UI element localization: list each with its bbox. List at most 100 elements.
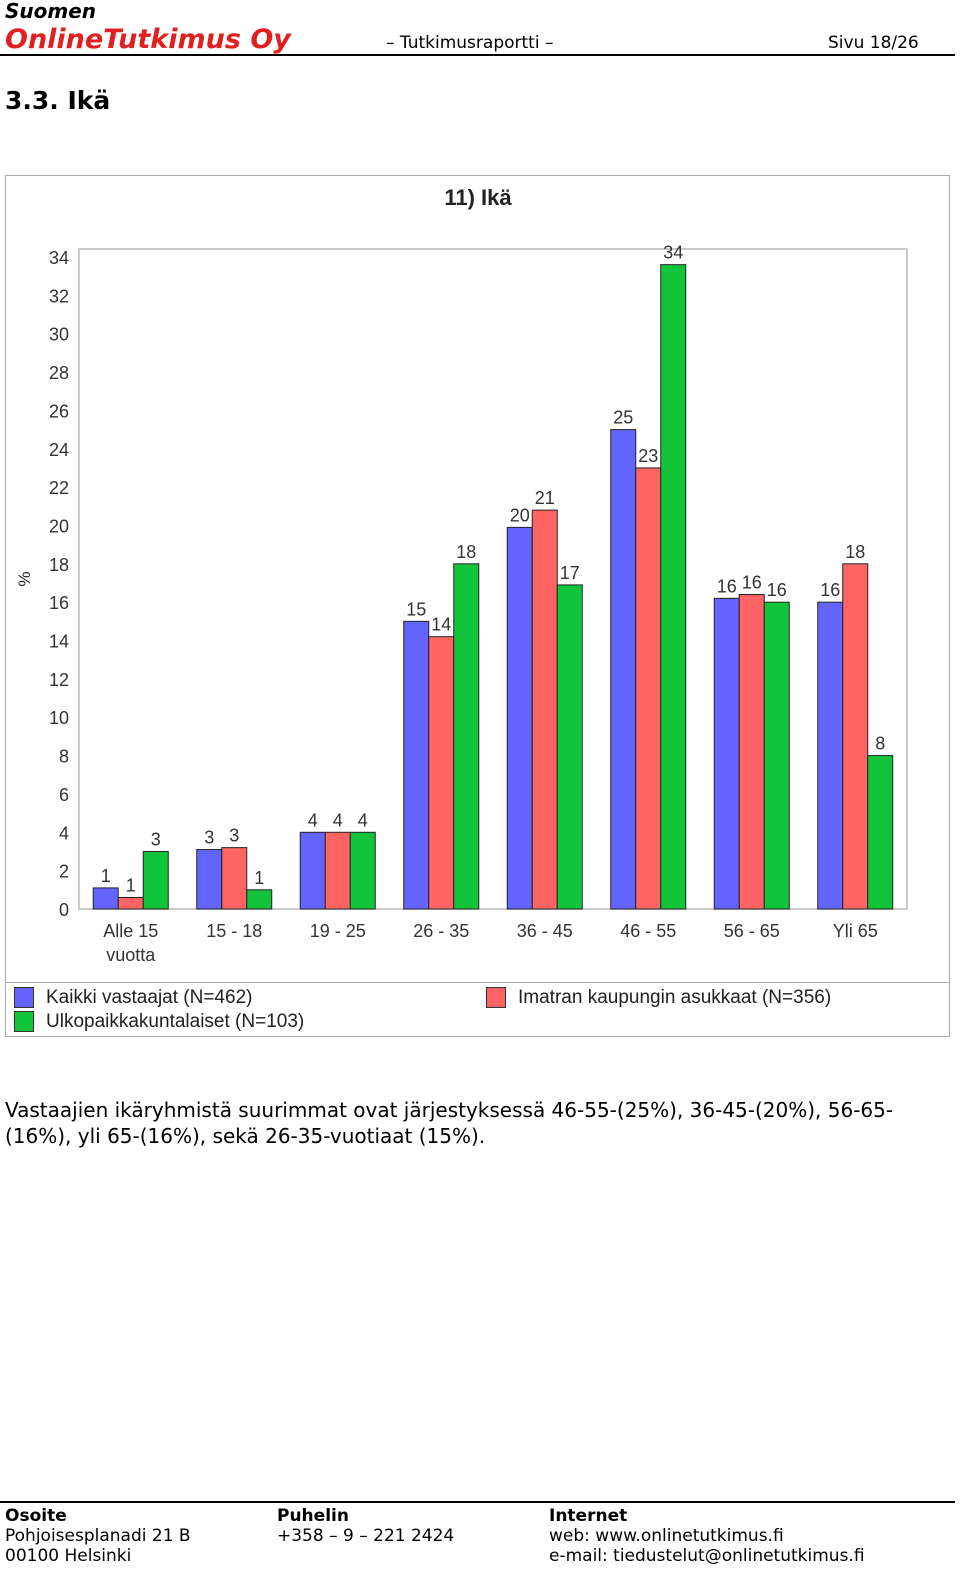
- bar: [403, 620, 430, 910]
- x-tick-label: 15 - 18: [206, 921, 262, 941]
- legend-label-series-2: Imatran kaupungin asukkaat (N=356): [518, 987, 832, 1008]
- bar: [349, 831, 376, 910]
- y-tick-label: 2: [59, 862, 69, 882]
- y-tick-label: 8: [59, 747, 69, 767]
- bar: [610, 429, 637, 910]
- y-tick-label: 6: [59, 785, 69, 805]
- bar-value-label: 4: [333, 810, 343, 830]
- bar: [817, 601, 844, 910]
- bar-value-label: 16: [820, 580, 840, 600]
- bar: [556, 584, 583, 910]
- bar-value-label: 1: [101, 866, 111, 886]
- y-tick-label: 28: [49, 363, 69, 383]
- header-rule: [0, 54, 955, 56]
- x-tick-label: 36 - 45: [517, 921, 573, 941]
- y-tick-label: 16: [49, 593, 69, 613]
- legend-swatch-series-2: [486, 987, 506, 1008]
- y-axis-label: %: [15, 571, 34, 586]
- footer-address-line2: 00100 Helsinki: [5, 1546, 132, 1566]
- y-tick-label: 22: [49, 478, 69, 498]
- report-label: – Tutkimusraportti –: [386, 33, 554, 53]
- bar: [324, 831, 351, 910]
- bar-value-label: 4: [308, 810, 318, 830]
- footer-internet-heading: Internet: [549, 1506, 628, 1526]
- y-tick-label: 26: [49, 401, 69, 421]
- y-tick-label: 34: [49, 248, 69, 268]
- bar-value-label: 1: [126, 875, 136, 895]
- body-paragraph: Vastaajien ikäryhmistä suurimmat ovat jä…: [5, 1098, 894, 1148]
- y-tick-label: 4: [59, 823, 69, 843]
- bar-value-label: 14: [431, 615, 451, 635]
- bar: [660, 264, 687, 910]
- bar-value-label: 16: [767, 580, 787, 600]
- footer-phone-heading: Puhelin: [277, 1506, 349, 1526]
- y-tick-label: 18: [49, 555, 69, 575]
- bar: [763, 601, 790, 910]
- legend-swatch-series-1: [14, 987, 34, 1008]
- bar-value-label: 8: [875, 734, 885, 754]
- bar: [299, 831, 326, 910]
- y-tick-label: 14: [49, 632, 69, 652]
- y-tick-label: 12: [49, 670, 69, 690]
- bar-value-label: 17: [560, 563, 580, 583]
- x-tick-label: 46 - 55: [620, 921, 676, 941]
- bar: [531, 509, 558, 910]
- bar: [196, 849, 223, 910]
- y-tick-label: 24: [49, 440, 69, 460]
- bar: [867, 755, 894, 910]
- x-tick-label: vuotta: [106, 945, 156, 965]
- legend-label-series-3: Ulkopaikkakuntalaiset (N=103): [46, 1011, 305, 1032]
- footer-phone: Puhelin +358 – 9 – 221 2424: [277, 1506, 454, 1546]
- x-tick-label: Alle 15: [103, 921, 158, 941]
- bar: [117, 896, 144, 910]
- bar-chart: 11) Ikä%02468101214161820222426283032341…: [15, 185, 908, 965]
- legend-swatch-series-3: [14, 1011, 34, 1032]
- bar: [221, 847, 248, 910]
- bar-value-label: 4: [358, 810, 368, 830]
- bar-value-label: 23: [638, 446, 658, 466]
- bar: [713, 597, 740, 910]
- chart-frame: 11) Ikä% 0 2 4 6 8 10 12 14 16 18 20 22 24 26 28 30 32 34 1…: [5, 175, 950, 1037]
- bar: [738, 594, 765, 910]
- company-name-line1: Suomen: [5, 0, 97, 23]
- bar: [142, 850, 169, 910]
- footer-internet: Internet web: www.onlinetutkimus.fi e-ma…: [549, 1506, 865, 1566]
- page-number: Sivu 18/26: [828, 33, 919, 53]
- bar-value-label: 16: [717, 576, 737, 596]
- bar-value-label: 15: [406, 599, 426, 619]
- bar-value-label: 20: [510, 505, 530, 525]
- section-title: 3.3. Ikä: [5, 86, 111, 115]
- footer-address-line1: Pohjoisesplanadi 21 B: [5, 1526, 191, 1546]
- bar: [506, 526, 533, 910]
- bar-value-label: 16: [742, 573, 762, 593]
- y-tick-label: 32: [49, 286, 69, 306]
- footer-phone-line1: +358 – 9 – 221 2424: [277, 1526, 455, 1546]
- legend-label-series-1: Kaikki vastaajat (N=462): [46, 987, 253, 1008]
- bar: [246, 889, 273, 910]
- y-tick-label: 10: [49, 708, 69, 728]
- bar-value-label: 3: [229, 826, 239, 846]
- bar-value-label: 18: [456, 542, 476, 562]
- bar-value-label: 18: [845, 542, 865, 562]
- bar-value-label: 3: [204, 828, 214, 848]
- bar-value-label: 25: [613, 408, 633, 428]
- y-tick-label: 0: [59, 900, 69, 920]
- footer-rule: [0, 1501, 955, 1503]
- bar: [842, 563, 869, 910]
- bar: [428, 636, 455, 910]
- x-tick-label: 56 - 65: [724, 921, 780, 941]
- footer-email-link[interactable]: e-mail: tiedustelut@onlinetutkimus.fi: [549, 1546, 865, 1566]
- bar: [635, 467, 662, 910]
- bar-value-label: 21: [535, 488, 555, 508]
- x-tick-label: Yli 65: [833, 921, 878, 941]
- bar-value-label: 34: [663, 243, 683, 263]
- bar: [92, 887, 119, 910]
- footer-web-link[interactable]: web: www.onlinetutkimus.fi: [549, 1526, 784, 1546]
- bar-value-label: 3: [151, 829, 161, 849]
- y-tick-label: 20: [49, 516, 69, 536]
- legend-separator: [6, 982, 949, 983]
- y-tick-label: 30: [49, 325, 69, 345]
- x-tick-label: 19 - 25: [310, 921, 366, 941]
- bar-value-label: 1: [254, 868, 264, 888]
- x-tick-label: 26 - 35: [413, 921, 469, 941]
